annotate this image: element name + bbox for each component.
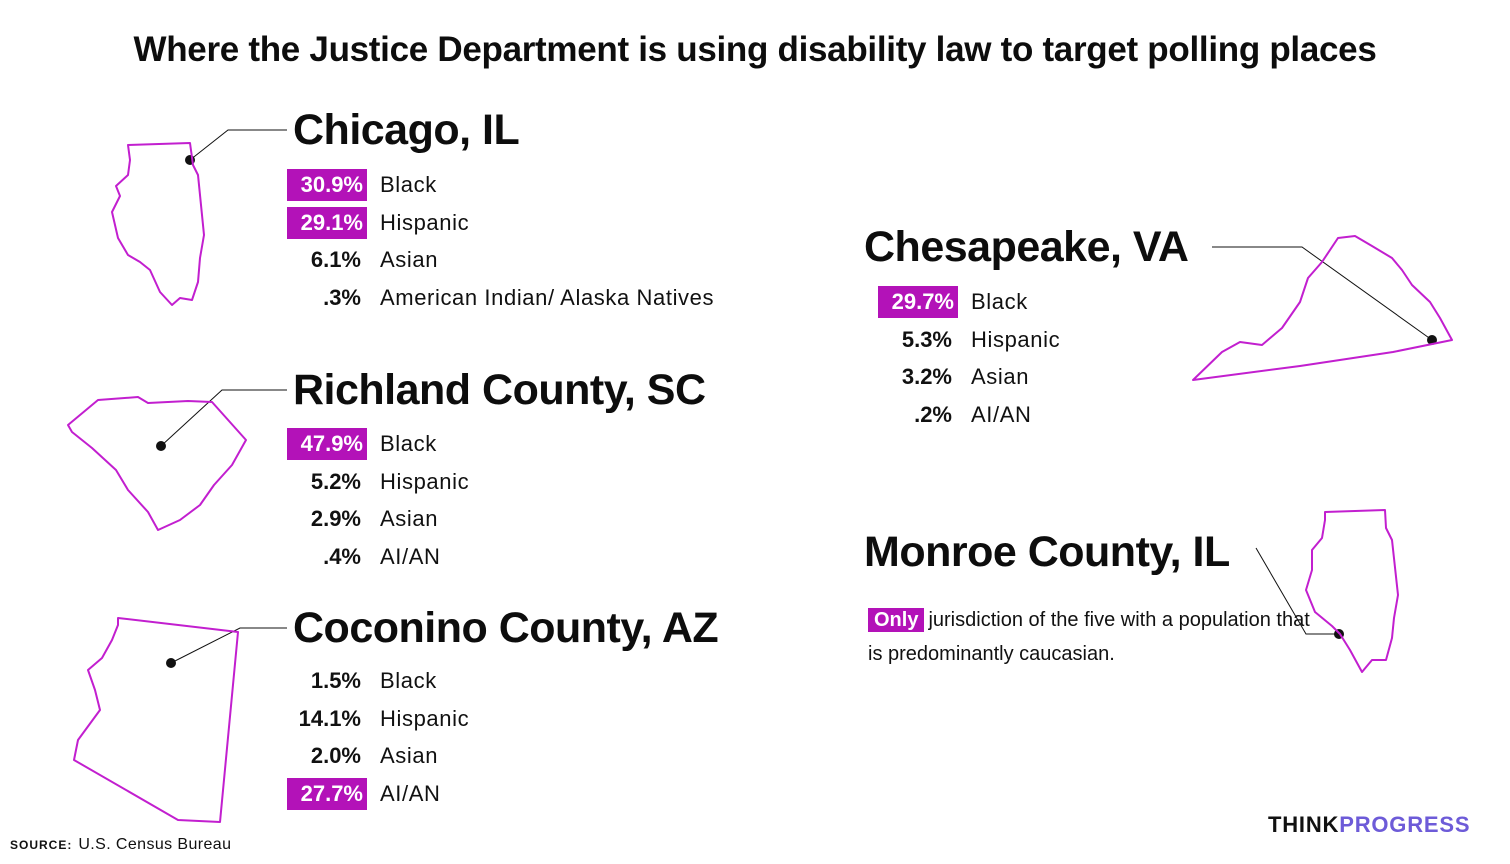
stat-label: Asian — [380, 743, 439, 769]
stat-pct: 6.1% — [310, 247, 361, 273]
stat-row: 27.7% AI/AN — [287, 775, 469, 813]
stat-pct: 5.2% — [310, 468, 361, 494]
stat-row: 5.3% Hispanic — [878, 321, 1060, 359]
city-name-richland: Richland County, SC — [293, 366, 706, 414]
city-name-chicago: Chicago, IL — [293, 106, 520, 154]
stat-row: 29.7% Black — [878, 283, 1060, 321]
source-line: SOURCE: U.S. Census Bureau — [10, 836, 231, 854]
city-name-chesapeake: Chesapeake, VA — [864, 223, 1189, 271]
stat-row: 6.1% Asian — [287, 241, 714, 279]
stat-label: Black — [380, 430, 437, 456]
stat-pct: 30.9% — [287, 168, 367, 201]
stat-pct: 3.2% — [901, 364, 952, 390]
stat-label: AI/AN — [380, 543, 441, 569]
stat-row: 1.5% Black — [287, 662, 469, 700]
stat-pct: 14.1% — [298, 705, 361, 731]
stat-label: Asian — [971, 364, 1030, 390]
stats-chesapeake: 29.7% Black 5.3% Hispanic 3.2% Asian .2% AI/… — [878, 283, 1060, 434]
stat-pct: 5.3% — [901, 326, 952, 352]
stat-pct: 47.9% — [287, 427, 367, 460]
source-value: U.S. Census Bureau — [78, 836, 232, 853]
stat-row: .2% AI/AN — [878, 396, 1060, 434]
monroe-note: Only jurisdiction of the five with a popu… — [868, 603, 1328, 671]
note-text: jurisdiction of the five with a populati… — [868, 609, 1310, 665]
stat-pct: 29.1% — [287, 206, 367, 239]
stat-label: AI/AN — [971, 401, 1032, 427]
stat-label: Hispanic — [380, 705, 470, 731]
stat-label: Asian — [380, 506, 439, 532]
stat-pct: 29.7% — [878, 285, 958, 318]
stat-row: 5.2% Hispanic — [287, 463, 469, 501]
stat-label: Black — [971, 288, 1028, 314]
city-name-coconino: Coconino County, AZ — [293, 604, 719, 652]
stat-pct: 1.5% — [310, 667, 361, 693]
brand-part1: THINK — [1268, 812, 1340, 837]
stat-row: .3% American Indian/ Alaska Natives — [287, 279, 714, 317]
stat-label: American Indian/ Alaska Natives — [380, 284, 715, 310]
stat-pct: 2.0% — [310, 743, 361, 769]
note-highlight: Only — [868, 608, 925, 632]
stat-pct: .3% — [323, 284, 361, 310]
stat-label: AI/AN — [380, 780, 441, 806]
brand-part2: PROGRESS — [1339, 812, 1471, 837]
brand-logo: THINKPROGRESS — [1268, 812, 1470, 838]
stat-row: 47.9% Black — [287, 425, 469, 463]
stats-coconino: 1.5% Black 14.1% Hispanic 2.0% Asian 27.7% A… — [287, 662, 469, 813]
stat-row: 2.0% Asian — [287, 737, 469, 775]
stat-row: 29.1% Hispanic — [287, 204, 714, 242]
stat-pct: 2.9% — [310, 506, 361, 532]
stat-label: Hispanic — [380, 209, 470, 235]
source-key: SOURCE: — [10, 838, 73, 852]
stat-row: 2.9% Asian — [287, 500, 469, 538]
stat-label: Black — [380, 171, 437, 197]
chart-title: Where the Justice Department is using di… — [133, 30, 1377, 69]
stat-row: 14.1% Hispanic — [287, 700, 469, 738]
city-name-monroe: Monroe County, IL — [864, 528, 1230, 576]
stat-label: Hispanic — [380, 468, 470, 494]
stat-label: Black — [380, 667, 437, 693]
stats-richland: 47.9% Black 5.2% Hispanic 2.9% Asian .4% AI/… — [287, 425, 469, 576]
stat-pct: 27.7% — [287, 777, 367, 810]
stat-row: .4% AI/AN — [287, 538, 469, 576]
stat-row: 30.9% Black — [287, 166, 714, 204]
stat-label: Hispanic — [971, 326, 1061, 352]
stat-label: Asian — [380, 247, 439, 273]
stat-pct: .4% — [323, 543, 361, 569]
stat-pct: .2% — [914, 401, 952, 427]
stats-chicago: 30.9% Black 29.1% Hispanic 6.1% Asian .3% Am… — [287, 166, 714, 317]
stat-row: 3.2% Asian — [878, 358, 1060, 396]
